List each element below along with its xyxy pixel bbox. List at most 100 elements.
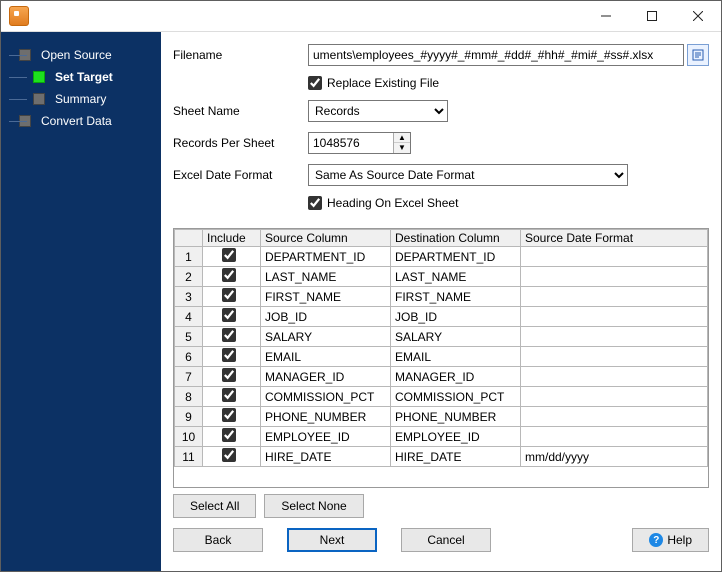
- include-checkbox[interactable]: [222, 428, 236, 442]
- records-per-sheet-input[interactable]: [309, 133, 393, 153]
- source-column-cell[interactable]: EMPLOYEE_ID: [261, 427, 391, 447]
- include-checkbox[interactable]: [222, 388, 236, 402]
- spinner-up[interactable]: ▲: [394, 133, 410, 143]
- include-cell[interactable]: [203, 447, 261, 467]
- source-column-cell[interactable]: HIRE_DATE: [261, 447, 391, 467]
- destination-column-cell[interactable]: EMPLOYEE_ID: [391, 427, 521, 447]
- table-row[interactable]: 2LAST_NAMELAST_NAME: [175, 267, 708, 287]
- include-cell[interactable]: [203, 387, 261, 407]
- col-header-source[interactable]: Source Column: [261, 230, 391, 247]
- source-column-cell[interactable]: JOB_ID: [261, 307, 391, 327]
- destination-column-cell[interactable]: COMMISSION_PCT: [391, 387, 521, 407]
- destination-column-cell[interactable]: HIRE_DATE: [391, 447, 521, 467]
- source-column-cell[interactable]: PHONE_NUMBER: [261, 407, 391, 427]
- row-number: 11: [175, 447, 203, 467]
- include-cell[interactable]: [203, 327, 261, 347]
- nav-set-target[interactable]: Set Target: [1, 66, 161, 88]
- source-column-cell[interactable]: MANAGER_ID: [261, 367, 391, 387]
- col-header-destination[interactable]: Destination Column: [391, 230, 521, 247]
- include-checkbox[interactable]: [222, 268, 236, 282]
- maximize-button[interactable]: [629, 1, 675, 31]
- app-icon: [9, 6, 29, 26]
- cancel-button[interactable]: Cancel: [401, 528, 491, 552]
- close-button[interactable]: [675, 1, 721, 31]
- destination-column-cell[interactable]: JOB_ID: [391, 307, 521, 327]
- include-checkbox[interactable]: [222, 248, 236, 262]
- excel-date-format-select[interactable]: Same As Source Date Format: [308, 164, 628, 186]
- source-date-format-cell[interactable]: [521, 387, 708, 407]
- nav-open-source[interactable]: Open Source: [1, 44, 161, 66]
- destination-column-cell[interactable]: MANAGER_ID: [391, 367, 521, 387]
- source-date-format-cell[interactable]: mm/dd/yyyy: [521, 447, 708, 467]
- replace-existing-label: Replace Existing File: [327, 76, 439, 90]
- back-button[interactable]: Back: [173, 528, 263, 552]
- help-button[interactable]: ? Help: [632, 528, 709, 552]
- columns-grid: Include Source Column Destination Column…: [173, 228, 709, 488]
- row-number: 9: [175, 407, 203, 427]
- include-cell[interactable]: [203, 407, 261, 427]
- nav-convert-data[interactable]: Convert Data: [1, 110, 161, 132]
- include-checkbox[interactable]: [222, 288, 236, 302]
- table-row[interactable]: 9 PHONE_NUMBERPHONE_NUMBER: [175, 407, 708, 427]
- table-row[interactable]: 8COMMISSION_PCTCOMMISSION_PCT: [175, 387, 708, 407]
- destination-column-cell[interactable]: SALARY: [391, 327, 521, 347]
- include-cell[interactable]: [203, 247, 261, 267]
- source-date-format-cell[interactable]: [521, 427, 708, 447]
- include-cell[interactable]: [203, 347, 261, 367]
- table-row[interactable]: 11HIRE_DATEHIRE_DATEmm/dd/yyyy: [175, 447, 708, 467]
- heading-on-excel-checkbox[interactable]: [308, 196, 322, 210]
- destination-column-cell[interactable]: FIRST_NAME: [391, 287, 521, 307]
- include-checkbox[interactable]: [222, 368, 236, 382]
- include-cell[interactable]: [203, 427, 261, 447]
- destination-column-cell[interactable]: LAST_NAME: [391, 267, 521, 287]
- table-row[interactable]: 10EMPLOYEE_IDEMPLOYEE_ID: [175, 427, 708, 447]
- table-row[interactable]: 5SALARYSALARY: [175, 327, 708, 347]
- replace-existing-checkbox[interactable]: [308, 76, 322, 90]
- source-date-format-cell[interactable]: [521, 407, 708, 427]
- filename-input[interactable]: [308, 44, 684, 66]
- select-all-button[interactable]: Select All: [173, 494, 256, 518]
- source-date-format-cell[interactable]: [521, 327, 708, 347]
- source-column-cell[interactable]: LAST_NAME: [261, 267, 391, 287]
- include-cell[interactable]: [203, 287, 261, 307]
- table-row[interactable]: 3FIRST_NAMEFIRST_NAME: [175, 287, 708, 307]
- sheet-name-select[interactable]: Records: [308, 100, 448, 122]
- source-date-format-cell[interactable]: [521, 287, 708, 307]
- select-none-button[interactable]: Select None: [264, 494, 363, 518]
- source-column-cell[interactable]: FIRST_NAME: [261, 287, 391, 307]
- col-header-source-date-format[interactable]: Source Date Format: [521, 230, 708, 247]
- row-replace-existing: Replace Existing File: [308, 76, 709, 90]
- include-checkbox[interactable]: [222, 348, 236, 362]
- include-checkbox[interactable]: [222, 448, 236, 462]
- destination-column-cell[interactable]: EMAIL: [391, 347, 521, 367]
- next-button[interactable]: Next: [287, 528, 377, 552]
- include-checkbox[interactable]: [222, 308, 236, 322]
- spinner-down[interactable]: ▼: [394, 143, 410, 153]
- include-cell[interactable]: [203, 307, 261, 327]
- source-date-format-cell[interactable]: [521, 267, 708, 287]
- source-date-format-cell[interactable]: [521, 367, 708, 387]
- include-checkbox[interactable]: [222, 328, 236, 342]
- include-cell[interactable]: [203, 367, 261, 387]
- source-date-format-cell[interactable]: [521, 347, 708, 367]
- source-column-cell[interactable]: COMMISSION_PCT: [261, 387, 391, 407]
- source-date-format-cell[interactable]: [521, 247, 708, 267]
- table-row[interactable]: 4JOB_IDJOB_ID: [175, 307, 708, 327]
- table-row[interactable]: 1DEPARTMENT_IDDEPARTMENT_ID: [175, 247, 708, 267]
- source-column-cell[interactable]: EMAIL: [261, 347, 391, 367]
- source-date-format-cell[interactable]: [521, 307, 708, 327]
- browse-button[interactable]: [687, 44, 709, 66]
- body: Open Source Set Target Summary Convert D…: [1, 32, 721, 571]
- table-row[interactable]: 6EMAILEMAIL: [175, 347, 708, 367]
- include-checkbox[interactable]: [222, 408, 236, 422]
- nav-summary[interactable]: Summary: [1, 88, 161, 110]
- destination-column-cell[interactable]: DEPARTMENT_ID: [391, 247, 521, 267]
- table-row[interactable]: 7MANAGER_IDMANAGER_ID: [175, 367, 708, 387]
- destination-column-cell[interactable]: PHONE_NUMBER: [391, 407, 521, 427]
- source-column-cell[interactable]: DEPARTMENT_ID: [261, 247, 391, 267]
- minimize-button[interactable]: [583, 1, 629, 31]
- include-cell[interactable]: [203, 267, 261, 287]
- records-per-sheet-spinner[interactable]: ▲ ▼: [308, 132, 411, 154]
- col-header-include[interactable]: Include: [203, 230, 261, 247]
- source-column-cell[interactable]: SALARY: [261, 327, 391, 347]
